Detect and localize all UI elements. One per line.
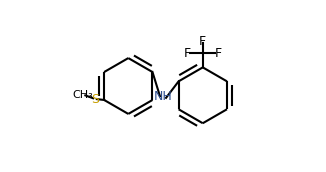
Text: CH₃: CH₃ <box>72 90 93 100</box>
Text: F: F <box>199 35 206 48</box>
Text: S: S <box>91 93 99 106</box>
Text: NH: NH <box>154 90 172 104</box>
Text: F: F <box>215 46 222 60</box>
Text: F: F <box>184 46 191 60</box>
